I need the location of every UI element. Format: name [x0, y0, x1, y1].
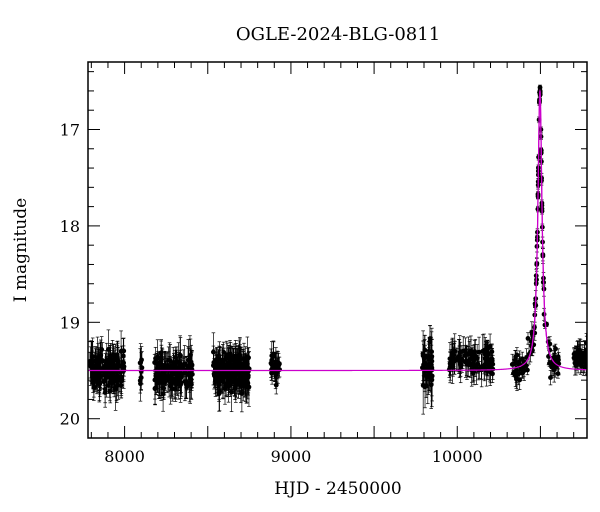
data-point	[422, 334, 428, 393]
data-point	[471, 350, 477, 371]
plot-frame	[87, 61, 588, 439]
x-tick-label: 9000	[271, 447, 312, 466]
data-point	[519, 367, 525, 378]
data-point	[429, 352, 435, 408]
data-point	[426, 361, 432, 387]
data-point	[183, 368, 189, 400]
data-point	[451, 343, 457, 375]
data-point	[489, 347, 495, 372]
data-point	[161, 365, 167, 401]
data-point	[233, 348, 239, 380]
data-point	[513, 365, 519, 389]
data-point	[517, 350, 522, 373]
data-point	[105, 377, 111, 394]
data-point	[187, 360, 193, 377]
axis-ticks	[88, 62, 587, 439]
data-point	[157, 363, 162, 396]
data-point	[525, 364, 530, 376]
y-tick-label: 19	[60, 313, 80, 332]
data-point	[548, 369, 553, 386]
y-tick-label: 18	[60, 217, 80, 236]
data-point	[553, 343, 558, 354]
data-point	[97, 348, 102, 389]
data-point	[178, 367, 184, 399]
data-points-layer	[88, 84, 587, 415]
y-tick-label: 20	[60, 410, 80, 429]
data-point	[547, 359, 552, 367]
data-point	[246, 347, 251, 369]
data-point	[213, 355, 219, 380]
chart-title: OGLE-2024-BLG-0811	[236, 24, 440, 45]
data-point	[120, 338, 126, 374]
data-point	[92, 357, 98, 392]
data-point	[476, 336, 482, 368]
data-point	[102, 377, 108, 408]
data-point	[517, 369, 523, 390]
x-tick-label: 10000	[432, 447, 483, 466]
data-point	[100, 342, 106, 380]
y-axis-label: I magnitude	[11, 198, 31, 302]
model-curve-layer	[88, 88, 587, 372]
x-axis-label: HJD - 2450000	[274, 479, 402, 499]
data-point	[509, 353, 515, 376]
data-point	[490, 364, 495, 383]
data-point	[106, 348, 112, 373]
tick-labels: 8000 9000 10000 17 18 19 20	[60, 120, 483, 466]
data-point	[245, 367, 251, 400]
data-point	[238, 355, 244, 391]
data-point	[182, 355, 188, 373]
data-point	[159, 344, 164, 374]
data-point	[237, 344, 243, 388]
data-point	[466, 336, 471, 372]
data-point	[89, 350, 95, 379]
data-point	[484, 350, 490, 377]
data-point	[172, 358, 178, 400]
data-point	[581, 344, 587, 374]
y-tick-label: 17	[60, 120, 80, 139]
model-curve	[88, 91, 587, 372]
model-curve-peak	[526, 88, 554, 362]
data-point	[450, 337, 455, 367]
data-point	[166, 346, 172, 374]
data-point	[224, 363, 230, 383]
x-tick-label: 8000	[104, 447, 145, 466]
data-point	[137, 348, 143, 378]
data-point	[420, 351, 425, 385]
data-point	[469, 347, 475, 383]
data-point	[155, 339, 160, 377]
